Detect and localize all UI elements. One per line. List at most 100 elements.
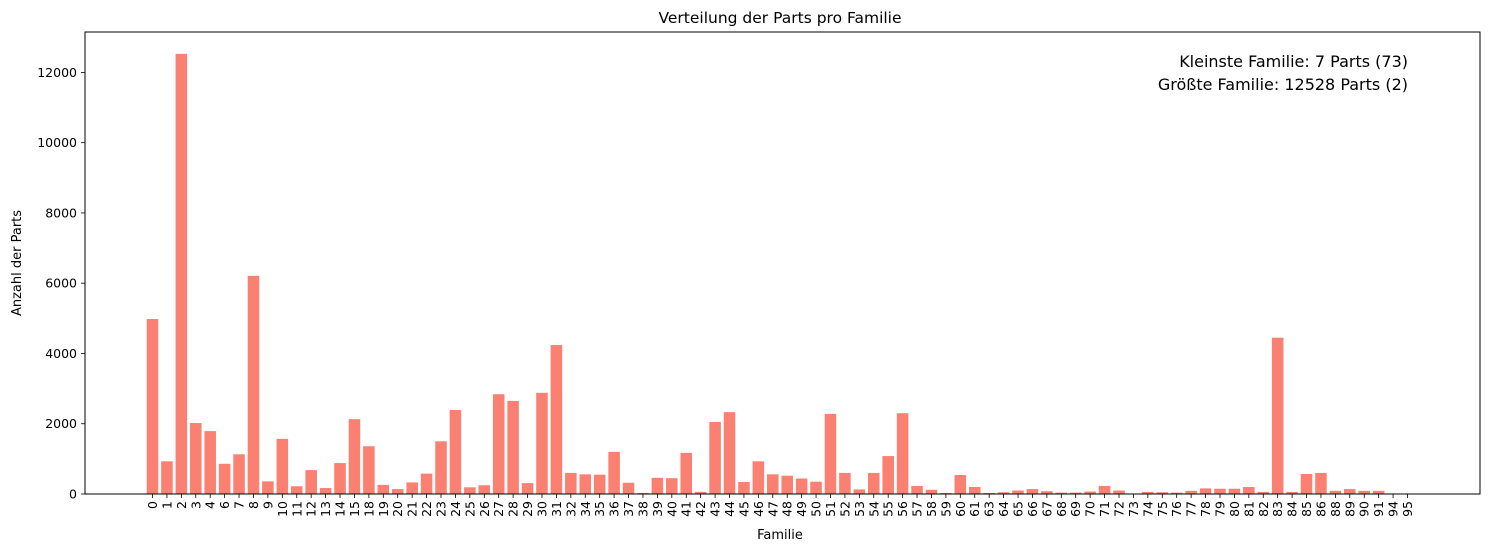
x-tick-label: 30 [534,501,549,517]
bar-family-55 [882,456,894,494]
x-tick-label: 83 [1270,501,1285,517]
x-tick-label: 19 [376,501,391,517]
bar-family-34 [579,474,592,494]
x-tick-label: 18 [361,501,376,517]
bar-family-21 [406,482,418,494]
x-tick-label: 84 [1285,501,1300,517]
bar-family-86 [1315,472,1327,494]
bar-family-36 [608,451,620,494]
bar-family-2 [175,53,188,494]
x-tick-label: 73 [1126,501,1141,517]
bar-family-22 [420,473,433,494]
x-tick-label: 38 [635,501,650,517]
bar-family-72 [1113,490,1125,494]
x-tick-label: 64 [996,501,1011,517]
x-tick-label: 25 [462,501,477,517]
bar-family-9 [262,481,274,494]
bar-family-77 [1185,490,1197,494]
x-axis-label: Familie [757,528,803,543]
bar-family-64 [997,492,1010,494]
bar-family-66 [1026,489,1039,494]
x-tick-label: 91 [1371,501,1386,517]
bar-family-27 [492,394,505,494]
bar-family-58 [925,489,938,494]
bar-family-67 [1041,491,1053,494]
bar-family-76 [1170,492,1183,494]
x-tick-label: 47 [765,501,780,517]
bar-family-1 [161,461,173,494]
x-tick-label: 14 [333,501,348,517]
bar-family-54 [867,472,880,494]
bar-family-70 [1084,491,1096,494]
bar-family-83 [1271,337,1284,494]
x-tick-label: 58 [924,501,939,517]
plot-frame [84,31,1481,495]
x-tick-label: 11 [289,501,304,517]
x-tick-label: 20 [390,501,405,517]
annotation-largest-family: Größte Familie: 12528 Parts (2) [1158,75,1408,94]
x-tick-label: 27 [491,501,506,517]
bar-family-91 [1372,490,1385,494]
y-tick-label: 4000 [45,346,77,361]
bar-family-63 [983,492,995,494]
x-tick-label: 3 [188,501,203,509]
x-tick-label: 95 [1400,501,1415,517]
bar-family-40 [666,478,678,494]
x-tick-label: 53 [852,501,867,517]
x-tick-label: 85 [1299,501,1314,517]
bar-family-48 [781,475,793,494]
x-tick-label: 81 [1241,501,1256,517]
bar-family-79 [1214,488,1226,494]
x-tick-label: 82 [1256,501,1271,517]
bar-family-74 [1142,491,1154,494]
x-tick-label: 13 [318,501,333,517]
bar-family-81 [1243,486,1255,494]
chart-title: Verteilung der Parts pro Familie [658,9,901,27]
x-tick-label: 71 [1097,501,1112,517]
x-tick-label: 34 [578,501,593,517]
bar-family-47 [767,474,779,494]
y-tick-label: 2000 [45,416,77,431]
bar-family-13 [319,488,332,494]
bar-family-46 [752,461,765,494]
x-tick-label: 35 [592,501,607,517]
bar-family-8 [247,275,260,494]
bar-family-11 [290,486,303,494]
x-tick-label: 80 [1227,501,1242,517]
x-tick-label: 40 [664,501,679,517]
x-tick-label: 72 [1111,501,1126,517]
x-tick-label: 6 [217,501,232,509]
x-tick-label: 37 [621,501,636,517]
x-tick-label: 75 [1155,501,1170,517]
x-tick-label: 65 [1011,501,1026,517]
x-tick-label: 15 [347,501,362,517]
bar-family-45 [738,482,750,494]
bar-family-41 [680,452,693,494]
x-tick-label: 43 [708,501,723,517]
x-tick-label: 76 [1169,501,1184,517]
bar-family-61 [968,486,981,494]
bar-family-38 [637,492,649,494]
bar-family-31 [550,345,563,494]
x-tick-label: 45 [736,501,751,517]
x-tick-label: 59 [938,501,953,517]
bar-family-42 [694,491,707,494]
bar-family-82 [1257,491,1270,494]
bar-family-56 [896,413,909,494]
x-tick-label: 24 [448,501,463,517]
bar-family-18 [363,446,375,494]
x-tick-label: 66 [1025,501,1040,517]
bar-family-60 [954,475,967,494]
bar-family-23 [435,441,447,494]
bar-family-4 [204,431,216,494]
bar-family-44 [723,412,736,494]
bar-family-6 [218,463,231,494]
y-tick-label: 0 [69,487,77,502]
y-tick-label: 10000 [37,135,77,150]
bar-family-14 [334,463,346,494]
bar-family-49 [795,478,808,494]
x-tick-label: 63 [982,501,997,517]
x-tick-label: 52 [837,501,852,517]
y-tick-label: 12000 [37,65,77,80]
y-axis-ticks: 0 2000 4000 6000 8000 10000 12000 [37,65,85,502]
